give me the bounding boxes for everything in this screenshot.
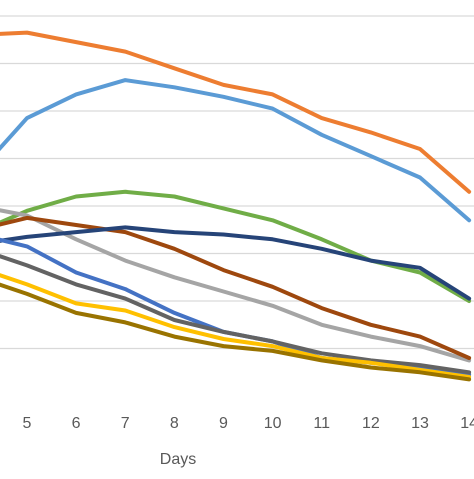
x-tick-label-8: 12 (362, 415, 380, 432)
series-line-5 (0, 215, 472, 360)
series-line-1 (0, 30, 472, 194)
x-tick-label-6: 10 (264, 415, 282, 432)
x-tick-label-1: 5 (23, 415, 32, 432)
series-line-9 (0, 273, 472, 379)
x-tick-label-10: 14 (460, 415, 474, 432)
x-tick-label-9: 13 (411, 415, 429, 432)
x-tick-label-4: 8 (170, 415, 179, 432)
series-lines (0, 30, 472, 382)
x-tick-label-7: 11 (313, 415, 330, 432)
x-tick-label-3: 7 (121, 415, 130, 432)
x-axis-ticks: 5 6 7 8 9 10 11 12 13 14 (23, 415, 474, 432)
series-line-4 (0, 208, 472, 363)
series-line-10 (0, 282, 472, 382)
x-tick-label-2: 6 (72, 415, 81, 432)
x-tick-label-5: 9 (219, 415, 228, 432)
series-line-7 (0, 237, 472, 377)
series-line-8 (0, 254, 472, 375)
series-line-2 (0, 78, 472, 223)
series-line-6 (0, 225, 472, 301)
gridlines (0, 15, 474, 350)
x-axis-label: Days (160, 451, 196, 468)
series-line-3 (0, 189, 472, 303)
